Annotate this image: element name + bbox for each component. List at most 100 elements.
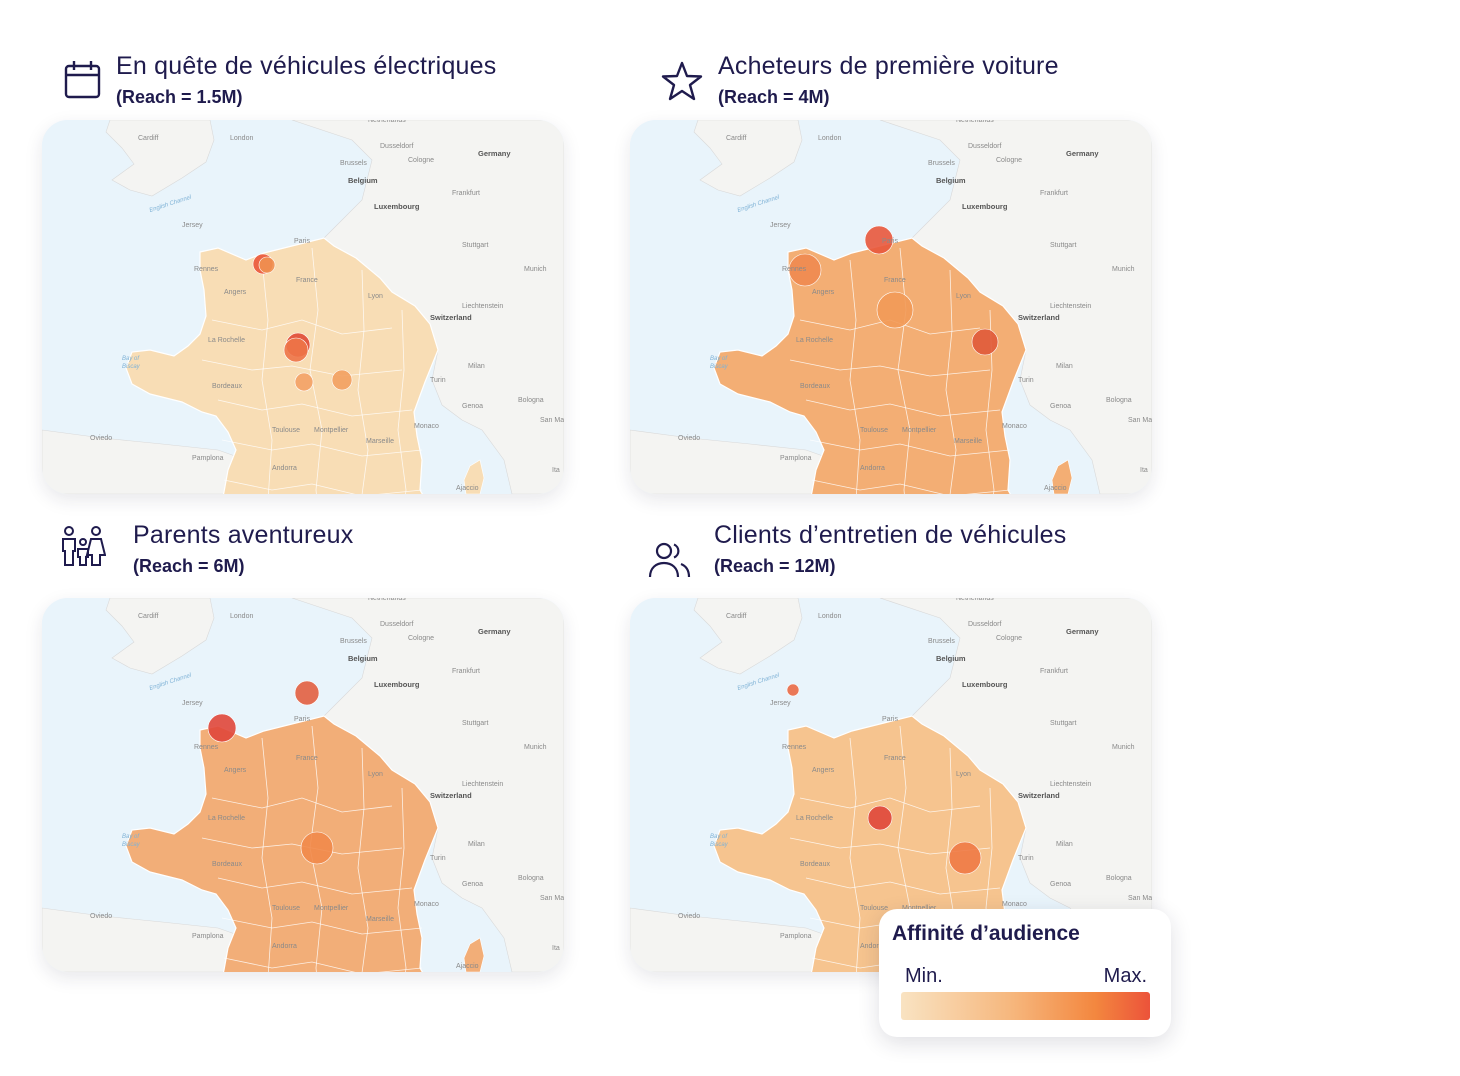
map-label-switzerland: Switzerland [430,313,472,322]
map-label-toulouse: Toulouse [272,905,300,912]
map-label-ajaccio: Ajaccio [456,485,479,492]
map-label-paris: Paris [882,238,898,245]
map-label-germany: Germany [478,149,511,158]
map-label-andorra: Andorra [272,943,297,950]
panel-title: Acheteurs de première voiture [718,52,1059,80]
department-border [357,747,369,972]
map-label-france: France [884,755,906,762]
map-label-bay-of-biscay-1: Bay of [122,356,140,362]
map-label-switzerland: Switzerland [430,791,472,800]
map-label-bordeaux: Bordeaux [212,383,242,390]
department-border [849,259,861,494]
map-label-jersey: Jersey [770,222,791,229]
map-label-paris: Paris [294,716,310,723]
map-label-montpellier: Montpellier [902,427,937,434]
map-label-cardiff: Cardiff [138,613,159,620]
map-svg: Cardiff London Dusseldorf Brussels Cologne Ge… [630,120,1152,494]
map-label-luxembourg: Luxembourg [962,680,1008,689]
map-label-london: London [818,135,841,142]
map-label-germany: Germany [1066,627,1099,636]
map-label-lyon: Lyon [956,293,971,300]
map-label-bologna: Bologna [518,875,544,882]
corsica-region [463,459,485,494]
department-border [223,479,423,494]
map-label-monaco: Monaco [414,901,439,908]
map-label-bordeaux: Bordeaux [800,861,830,868]
map-label-cologne: Cologne [408,635,434,642]
map-label-montpellier: Montpellier [314,427,349,434]
map-label-monaco: Monaco [414,423,439,430]
map-label-pamplona: Pamplona [192,455,224,462]
map-label-cologne: Cologne [996,157,1022,164]
department-border [211,797,393,813]
panel-reach: (Reach = 6M) [133,556,245,576]
map-label-oviedo: Oviedo [678,435,700,442]
map-label-montpellier: Montpellier [902,905,937,912]
map-label-bay-of-biscay-2: Biscay [122,364,141,370]
uk-landmass [693,598,803,675]
map-label-paris: Paris [294,238,310,245]
map-label-liechtenstein: Liechtenstein [462,781,503,788]
map-label-cologne: Cologne [996,635,1022,642]
map-label-genoa: Genoa [462,403,483,410]
map-svg: Cardiff London Dusseldorf Brussels Cologne Ge… [42,120,564,494]
map-label-italy: Ita [1140,467,1148,474]
map-label-bologna: Bologna [1106,397,1132,404]
france-regions [125,237,439,494]
department-border [211,319,393,335]
map-label-marseille: Marseille [366,438,394,445]
map-label-rennes: Rennes [194,744,219,751]
affinity-hotspot [300,831,334,865]
map-label-jersey: Jersey [770,700,791,707]
legend-gradient-bar [901,992,1150,1020]
department-border [805,399,1001,417]
map-label-monaco: Monaco [1002,901,1027,908]
affinity-hotspot [876,291,914,329]
map-label-bay-of-biscay-1: Bay of [710,834,728,840]
department-border [897,725,911,972]
map-label-angers: Angers [224,767,247,774]
affinity-hotspot [788,253,822,287]
map-label-bay-of-biscay-1: Bay of [122,834,140,840]
map-label-san-marino: San Ma [1128,417,1152,424]
department-border [945,269,957,494]
map-label-ajaccio: Ajaccio [456,963,479,970]
affinity-hotspot [948,841,982,875]
map-label-stuttgart: Stuttgart [1050,242,1077,249]
map-label-lyon: Lyon [368,293,383,300]
map-label-angers: Angers [812,289,835,296]
map-label-netherlands: Netherlands [368,598,406,602]
map-label-munich: Munich [524,266,547,273]
department-border [357,269,369,494]
map-label-switzerland: Switzerland [1018,791,1060,800]
map-label-bay-of-biscay-2: Biscay [122,842,141,848]
map-label-ajaccio: Ajaccio [1044,485,1067,492]
map-label-france: France [296,277,318,284]
france-regions [125,715,439,972]
map-label-bologna: Bologna [1106,875,1132,882]
users-icon [647,540,693,585]
map-label-cardiff: Cardiff [726,613,747,620]
map-label-germany: Germany [1066,149,1099,158]
map-label-rennes: Rennes [782,744,807,751]
affinity-hotspot [294,372,314,392]
map-label-marseille: Marseille [366,916,394,923]
map-label-andorra: Andorra [860,465,885,472]
map-label-san-marino: San Ma [540,417,564,424]
affinity-hotspot [786,683,800,697]
calendar-icon [63,59,103,106]
map-label-cologne: Cologne [408,157,434,164]
map-label-bay-of-biscay-1: Bay of [710,356,728,362]
department-border [309,725,323,972]
map-label-belgium: Belgium [936,654,966,663]
map-label-toulouse: Toulouse [272,427,300,434]
map-label-jersey: Jersey [182,700,203,707]
map-label-dusseldorf: Dusseldorf [380,143,414,150]
affinity-hotspot [258,256,276,274]
department-border [809,439,1011,457]
map-label-stuttgart: Stuttgart [462,720,489,727]
department-border [221,917,423,935]
map-label-munich: Munich [1112,744,1135,751]
map-label-milan: Milan [1056,363,1073,370]
map-label-san-marino: San Ma [540,895,564,902]
